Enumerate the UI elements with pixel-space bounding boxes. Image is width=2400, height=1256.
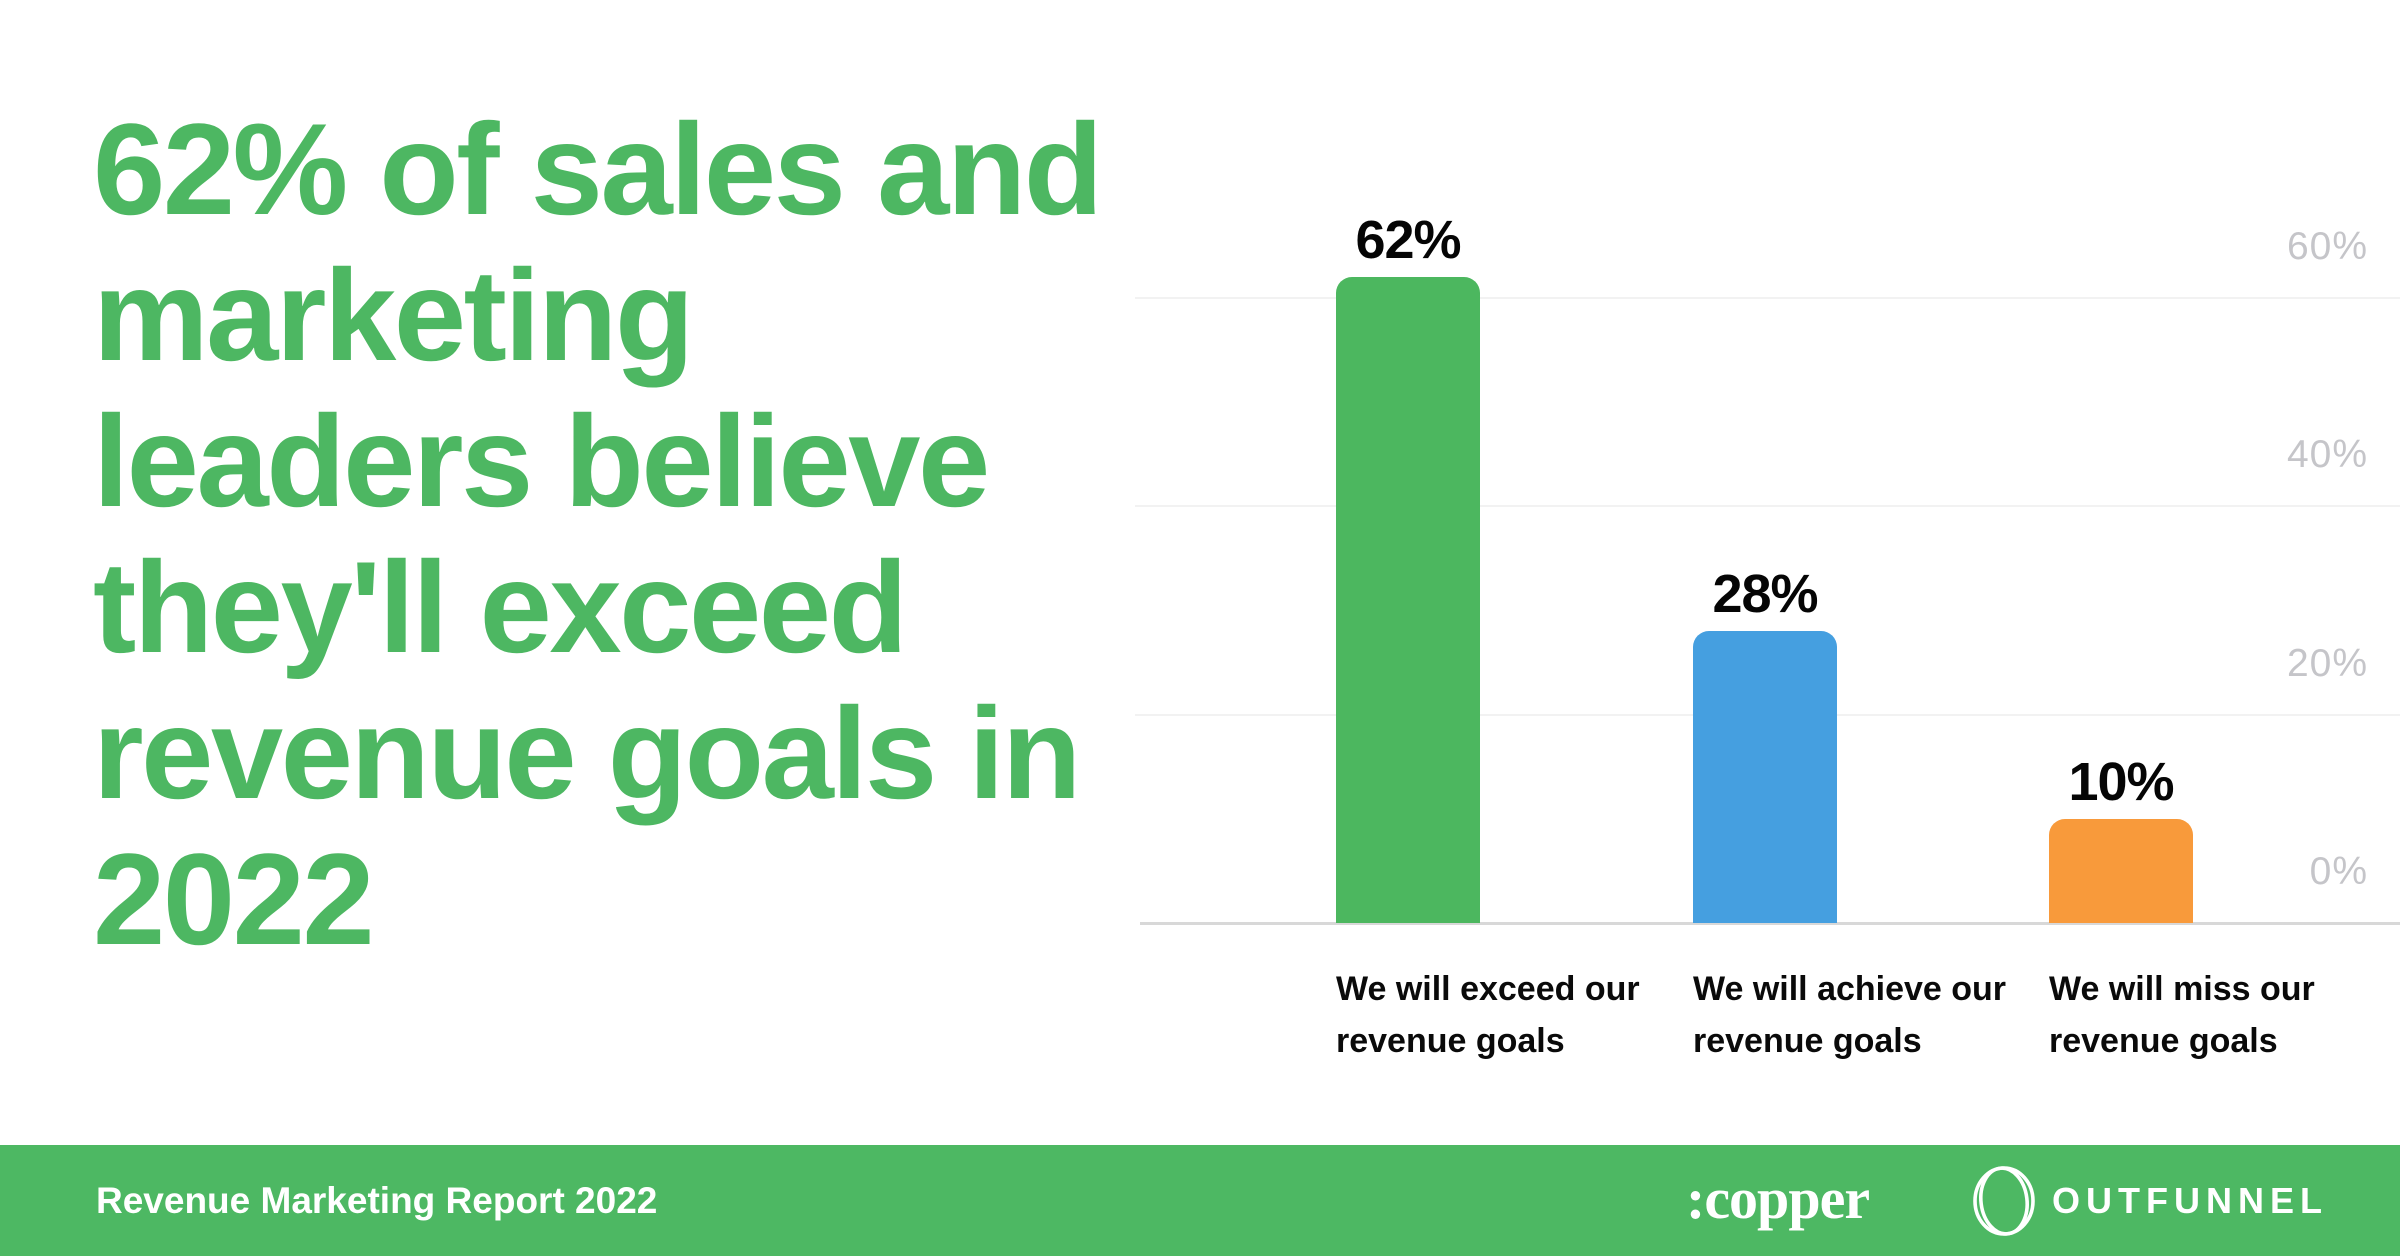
bar-value-label-2: 28% bbox=[1712, 564, 1818, 624]
headline-line-4: they'll exceed bbox=[93, 534, 908, 680]
category-label-2: We will achieve our revenue goals bbox=[1693, 963, 2053, 1067]
headline-line-2: marketing bbox=[93, 242, 694, 388]
footer-bar: Revenue Marketing Report 2022 :copper OU… bbox=[0, 1145, 2400, 1256]
headline: 62% of sales and marketing leaders belie… bbox=[93, 96, 1193, 972]
headline-line-1: 62% of sales and bbox=[93, 96, 1103, 242]
category-label-1: We will exceed our revenue goals bbox=[1336, 963, 1696, 1067]
category-label-line: revenue goals bbox=[2049, 1022, 2278, 1060]
y-axis-tick-40%: 40% bbox=[2286, 433, 2368, 477]
bar-3 bbox=[2049, 819, 2193, 923]
bar-value-label-3: 10% bbox=[2068, 752, 2174, 812]
copper-logo: :copper bbox=[1686, 1165, 1870, 1231]
bar-1 bbox=[1336, 277, 1480, 923]
gridline-40% bbox=[1135, 505, 2400, 508]
gridline-60% bbox=[1135, 296, 2400, 299]
category-label-line: revenue goals bbox=[1693, 1022, 1922, 1060]
headline-line-3: leaders believe bbox=[93, 388, 990, 534]
headline-line-6: 2022 bbox=[93, 826, 375, 972]
bar-2 bbox=[1693, 631, 1837, 923]
category-label-line: We will miss our bbox=[2049, 970, 2315, 1008]
category-label-line: revenue goals bbox=[1336, 1022, 1565, 1060]
y-axis-tick-20%: 20% bbox=[2286, 641, 2368, 685]
category-label-line: We will exceed our bbox=[1336, 970, 1640, 1008]
report-title: Revenue Marketing Report 2022 bbox=[96, 1179, 658, 1221]
outfunnel-circle-icon bbox=[1973, 1165, 2035, 1236]
x-axis-baseline bbox=[1140, 922, 2400, 925]
outfunnel-logo: OUTFUNNEL bbox=[2052, 1179, 2328, 1221]
y-axis-tick-0%: 0% bbox=[2309, 850, 2368, 893]
headline-line-5: revenue goals in bbox=[93, 680, 1081, 826]
y-axis-tick-60%: 60% bbox=[2286, 224, 2368, 268]
category-label-line: We will achieve our bbox=[1693, 970, 2007, 1008]
category-label-3: We will miss our revenue goals bbox=[2049, 963, 2400, 1067]
bar-value-label-1: 62% bbox=[1355, 210, 1461, 270]
